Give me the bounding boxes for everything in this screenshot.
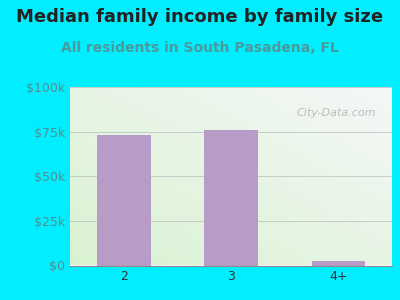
Bar [204,130,258,266]
Text: City-Data.com: City-Data.com [296,108,376,118]
Text: All residents in South Pasadena, FL: All residents in South Pasadena, FL [61,40,339,55]
Bar [312,261,365,266]
Bar [97,135,150,266]
Text: Median family income by family size: Median family income by family size [16,8,384,26]
